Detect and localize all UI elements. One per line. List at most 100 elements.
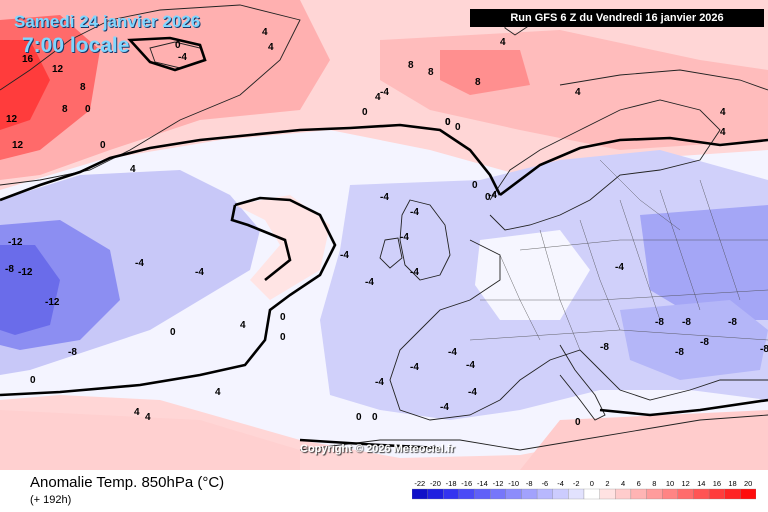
cold-core-east <box>640 205 768 320</box>
contour-label: -8 <box>760 344 768 355</box>
contour-label: 0 <box>356 412 362 423</box>
contour-label: 4 <box>134 407 140 418</box>
legend-swatch <box>693 488 710 500</box>
contour-label: -12 <box>45 297 60 308</box>
legend-tick-label: 0 <box>590 479 594 488</box>
contour-label: 0 <box>30 375 36 386</box>
contour-label: -8 <box>655 317 664 328</box>
warm-area-south <box>520 410 768 470</box>
contour-label: -4 <box>410 267 419 278</box>
contour-label: -4 <box>195 267 204 278</box>
contour-label: -4 <box>365 277 374 288</box>
legend-tick-label: 2 <box>605 479 609 488</box>
legend-tick-label: 20 <box>744 479 752 488</box>
model-run-banner: Run GFS 6 Z du Vendredi 16 janvier 2026 <box>470 9 764 27</box>
contour-label: -8 <box>600 342 609 353</box>
contour-label: -4 <box>410 207 419 218</box>
legend-swatch <box>505 488 522 500</box>
contour-label: 12 <box>52 64 64 75</box>
legend-tick-label: 12 <box>681 479 689 488</box>
contour-label: 12 <box>12 140 24 151</box>
coast-british-isles <box>399 199 451 281</box>
contour-label: 8 <box>80 82 86 93</box>
legend-swatch <box>443 488 460 500</box>
contour-label: 16 <box>22 54 34 65</box>
legend-swatch <box>583 488 600 500</box>
contour-label: 0 <box>280 312 286 323</box>
legend-swatch <box>490 488 506 500</box>
forecast-date: Samedi 24 janvier 2026 <box>14 12 201 31</box>
coast-greenland <box>0 4 301 186</box>
legend-swatch <box>521 488 538 500</box>
warm-patch-north <box>440 50 530 95</box>
warm-tongue-atlantic <box>235 195 330 300</box>
legend-swatch <box>740 488 756 500</box>
legend-swatch <box>662 488 678 500</box>
contour-label: -4 <box>440 402 449 413</box>
contour-label: -4 <box>380 87 389 98</box>
parameter-title: Anomalie Temp. 850hPa (°C) <box>30 474 225 491</box>
legend-tick-label: 4 <box>621 479 625 488</box>
coastlines <box>0 4 768 451</box>
contour-label: -8 <box>700 337 709 348</box>
contour-label: -12 <box>18 267 33 278</box>
contour-label: 4 <box>215 387 221 398</box>
contour-label: 0 <box>455 122 461 133</box>
contour-label: 8 <box>428 67 434 78</box>
contour-label: 4 <box>720 127 726 138</box>
legend-swatch <box>427 488 444 500</box>
contour-labels: 0-441612881212004404888440-4-4-4-12-12-8… <box>5 27 768 428</box>
legend-tick-label: -18 <box>446 479 457 488</box>
contour-label: 0 <box>175 40 181 51</box>
contour-label: -4 <box>466 360 475 371</box>
contour-label: 0 <box>372 412 378 423</box>
contour-label: -4 <box>488 190 497 201</box>
footer-bar: Anomalie Temp. 850hPa (°C) (+ 192h) -22-… <box>0 470 768 512</box>
legend-tick-label: 18 <box>728 479 736 488</box>
legend-tick-label: -14 <box>477 479 488 488</box>
coast-scandinavia <box>489 99 721 231</box>
legend-tick-label: -16 <box>461 479 472 488</box>
contour-label: -4 <box>178 52 187 63</box>
warm-core-inner <box>0 40 50 130</box>
legend-swatch <box>568 488 585 500</box>
borders <box>469 159 768 351</box>
contour-label: -8 <box>5 264 14 275</box>
legend-tick-label: 16 <box>713 479 721 488</box>
legend-tick-label: 10 <box>666 479 674 488</box>
legend-swatch <box>599 488 616 500</box>
contour-label: -4 <box>468 387 477 398</box>
coast-europe-atlantic <box>389 239 501 421</box>
contour-label: 4 <box>575 87 581 98</box>
legend-swatch <box>677 488 694 500</box>
legend-swatch <box>458 488 475 500</box>
contour-label: -8 <box>68 347 77 358</box>
forecast-time: 7:00 locale <box>22 34 130 57</box>
legend-tick-label: 6 <box>637 479 641 488</box>
contour-label: 4 <box>130 164 136 175</box>
contour-label: -4 <box>380 192 389 203</box>
copyright-notice: Copyright © 2026 Meteociel.fr <box>300 443 455 455</box>
legend-swatch <box>615 488 632 500</box>
contour-label: 0 <box>170 327 176 338</box>
contour-label: 4 <box>375 92 381 103</box>
legend-swatch <box>630 488 647 500</box>
contour-label: -4 <box>340 250 349 261</box>
contour-label: 0 <box>100 140 106 151</box>
legend-tick-label: -8 <box>526 479 533 488</box>
coast-north-africa <box>299 414 768 451</box>
contour-label: -4 <box>448 347 457 358</box>
contour-label: 12 <box>6 114 18 125</box>
contour-label: 4 <box>145 412 151 423</box>
color-legend: -22 -20 -18 -16 -14 -12 -10 -8 -6 -4 -2 0 2 4 6 8 10 12 14… <box>412 479 756 500</box>
contour-label: 4 <box>720 107 726 118</box>
contour-label: 0 <box>280 332 286 343</box>
anomaly-map <box>0 0 768 470</box>
legend-swatch <box>552 488 569 500</box>
legend-tick-label: -4 <box>557 479 564 488</box>
contour-label: 4 <box>500 37 506 48</box>
coast-mediterranean <box>499 349 768 401</box>
contour-label: 0 <box>445 117 451 128</box>
contour-label: -4 <box>410 362 419 373</box>
legend-tick-label: -20 <box>430 479 441 488</box>
